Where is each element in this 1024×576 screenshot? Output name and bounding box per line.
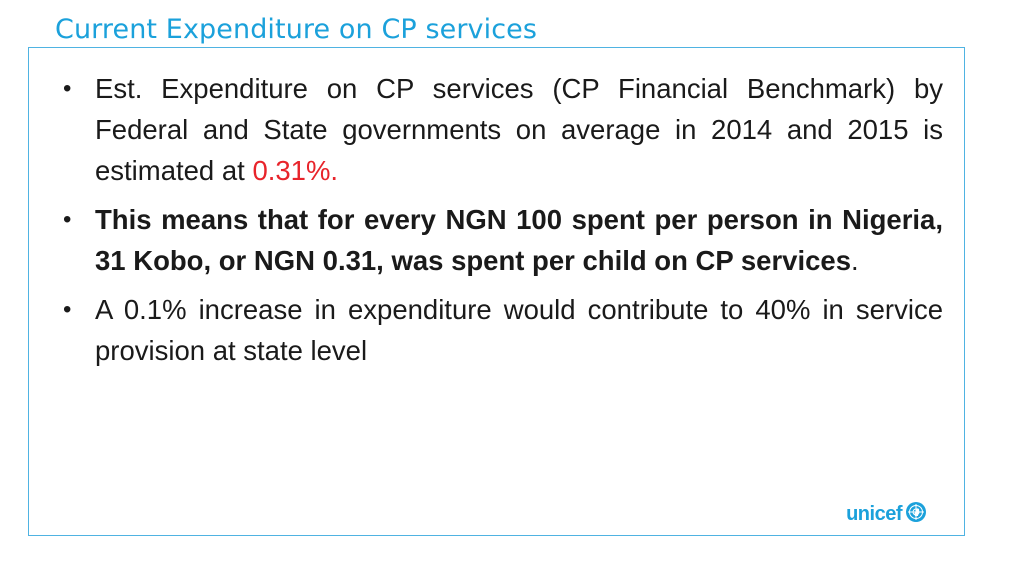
slide-title: Current Expenditure on CP services bbox=[55, 14, 538, 45]
bullet-text: A 0.1% increase in expenditure would con… bbox=[95, 294, 943, 366]
unicef-logo-text: unicef bbox=[846, 503, 902, 525]
bullet-dot: • bbox=[63, 296, 72, 323]
unicef-logo: unicef bbox=[846, 500, 928, 529]
bullet-list: • Est. Expenditure on CP services (CP Fi… bbox=[63, 68, 943, 379]
bullet-item-2: • This means that for every NGN 100 spen… bbox=[63, 199, 943, 281]
content-box: • Est. Expenditure on CP services (CP Fi… bbox=[28, 47, 965, 536]
highlight-value: 0.31%. bbox=[252, 155, 339, 186]
bullet-bold-text: This means that for every NGN 100 spent … bbox=[95, 204, 943, 276]
bullet-dot: • bbox=[63, 75, 72, 102]
unicef-emblem-icon bbox=[904, 500, 928, 529]
bullet-item-3: • A 0.1% increase in expenditure would c… bbox=[63, 289, 943, 371]
bullet-text-after: . bbox=[851, 245, 859, 276]
bullet-dot: • bbox=[63, 206, 72, 233]
bullet-item-1: • Est. Expenditure on CP services (CP Fi… bbox=[63, 68, 943, 191]
bullet-text: Est. Expenditure on CP services (CP Fina… bbox=[95, 73, 943, 186]
